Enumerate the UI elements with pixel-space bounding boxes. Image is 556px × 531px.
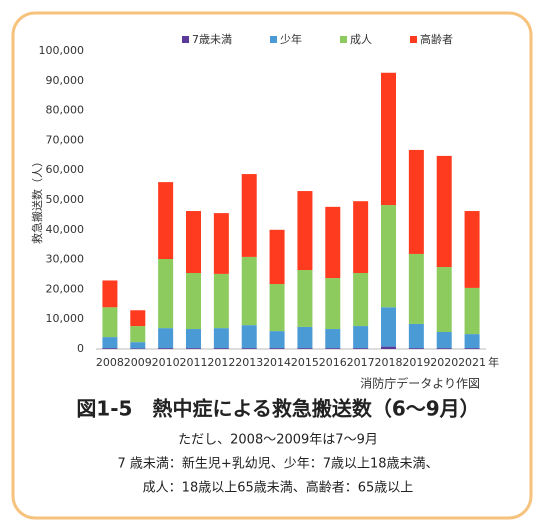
bar-segment [381, 72, 396, 206]
bar-segment [269, 331, 285, 349]
bar-segment [353, 201, 369, 274]
legend-label: 成人 [350, 33, 372, 46]
bar-segment [241, 348, 257, 349]
bar-segment [436, 332, 452, 349]
bar-segment [130, 326, 146, 343]
y-tick-label: 60,000 [46, 163, 85, 176]
bar-segment [436, 155, 452, 268]
y-tick-label: 30,000 [46, 253, 85, 266]
bar-segment [102, 348, 118, 349]
y-tick-label: 40,000 [46, 223, 85, 236]
bar-segment [186, 348, 201, 349]
legend-swatch [182, 36, 189, 43]
bar-segment [102, 307, 118, 338]
y-tick-label: 70,000 [46, 133, 85, 146]
x-tick-label: 2011 [180, 356, 208, 369]
bar-segment [213, 213, 229, 274]
bar-segment [297, 348, 313, 349]
legend-label: 高齢者 [420, 32, 453, 46]
x-tick-label: 2018 [375, 356, 403, 369]
bar-segment [464, 334, 480, 349]
x-tick-label: 2008 [96, 356, 124, 369]
bar-segment [186, 273, 201, 330]
legend-label: 7歳未満 [192, 33, 232, 46]
x-tick-label: 2015 [291, 356, 319, 369]
bar-segment [269, 284, 285, 332]
bar-segment [436, 267, 452, 333]
y-tick-label: 100,000 [39, 44, 85, 57]
bar-segment [408, 348, 424, 349]
legend-swatch [340, 36, 347, 43]
bar-segment [325, 206, 341, 279]
x-tick-label: 2010 [152, 356, 180, 369]
bar-segment [158, 182, 174, 260]
x-tick-label: 2013 [235, 356, 263, 369]
bar-segment [325, 329, 341, 349]
bar-segment [102, 337, 118, 349]
bar-segment [353, 273, 369, 327]
bar-segment [130, 310, 146, 327]
y-tick-label: 20,000 [46, 282, 85, 295]
bar-segment [213, 328, 229, 349]
note: 7 歳未満：新生児+乳幼児、少年：7歳以上18歳未満、 [117, 456, 438, 472]
x-tick-label: 2012 [207, 356, 235, 369]
bar-segment [381, 307, 396, 347]
bar-segment [297, 191, 313, 271]
note: 成人：18歳以上65歳未満、高齢者：65歳以上 [143, 480, 414, 496]
y-tick-label: 80,000 [46, 104, 85, 117]
legend-label: 少年 [280, 32, 302, 46]
bar-segment [158, 348, 174, 349]
figure-title: 図1-5 熱中症による救急搬送数（6～9月） [76, 397, 479, 421]
x-unit: 年 [488, 355, 499, 369]
x-tick-label: 2017 [347, 356, 375, 369]
bar-segment [213, 273, 229, 329]
y-tick-label: 0 [77, 342, 84, 355]
bar-segment [186, 211, 201, 274]
bar-segment [381, 346, 396, 349]
y-axis-label: 救急搬送数（人） [30, 156, 44, 244]
bar-segment [408, 149, 424, 254]
bar-segment [408, 253, 424, 324]
bar-segment [297, 270, 313, 327]
x-tick-label: 2021 [458, 356, 486, 369]
legend-swatch [410, 36, 417, 43]
bar-segment [353, 326, 369, 349]
y-tick-label: 50,000 [46, 193, 85, 206]
bar-segment [130, 342, 146, 349]
bar-segment [241, 325, 257, 349]
bar-segment [213, 348, 229, 349]
x-tick-label: 2009 [124, 356, 152, 369]
bar-segment [186, 329, 201, 349]
bar-segment [464, 287, 480, 335]
bar-segment [464, 211, 480, 288]
y-tick-label: 90,000 [46, 74, 85, 87]
bar-segment [436, 348, 452, 349]
bar-segment [241, 174, 257, 257]
bar-segment [325, 278, 341, 330]
bar-segment [297, 326, 313, 349]
bar-segment [408, 323, 424, 349]
x-tick-label: 2014 [263, 356, 291, 369]
bar-segment [158, 259, 174, 329]
legend-swatch [270, 36, 277, 43]
source: 消防庁データより作図 [360, 376, 480, 391]
bar-segment [353, 348, 369, 349]
x-tick-label: 2016 [319, 356, 347, 369]
x-tick-label: 2019 [402, 356, 430, 369]
bar-segment [241, 256, 257, 326]
x-tick-label: 2020 [430, 356, 458, 369]
bar-segment [102, 280, 118, 308]
bar-segment [158, 328, 174, 349]
bar-segment [381, 205, 396, 308]
y-tick-label: 10,000 [46, 312, 85, 325]
bar-segment [269, 348, 285, 349]
bar-segment [130, 348, 146, 349]
bar-segment [269, 229, 285, 285]
bar-segment [325, 348, 341, 349]
note: ただし、2008～2009年は7～9月 [178, 433, 378, 448]
bar-segment [464, 348, 480, 349]
